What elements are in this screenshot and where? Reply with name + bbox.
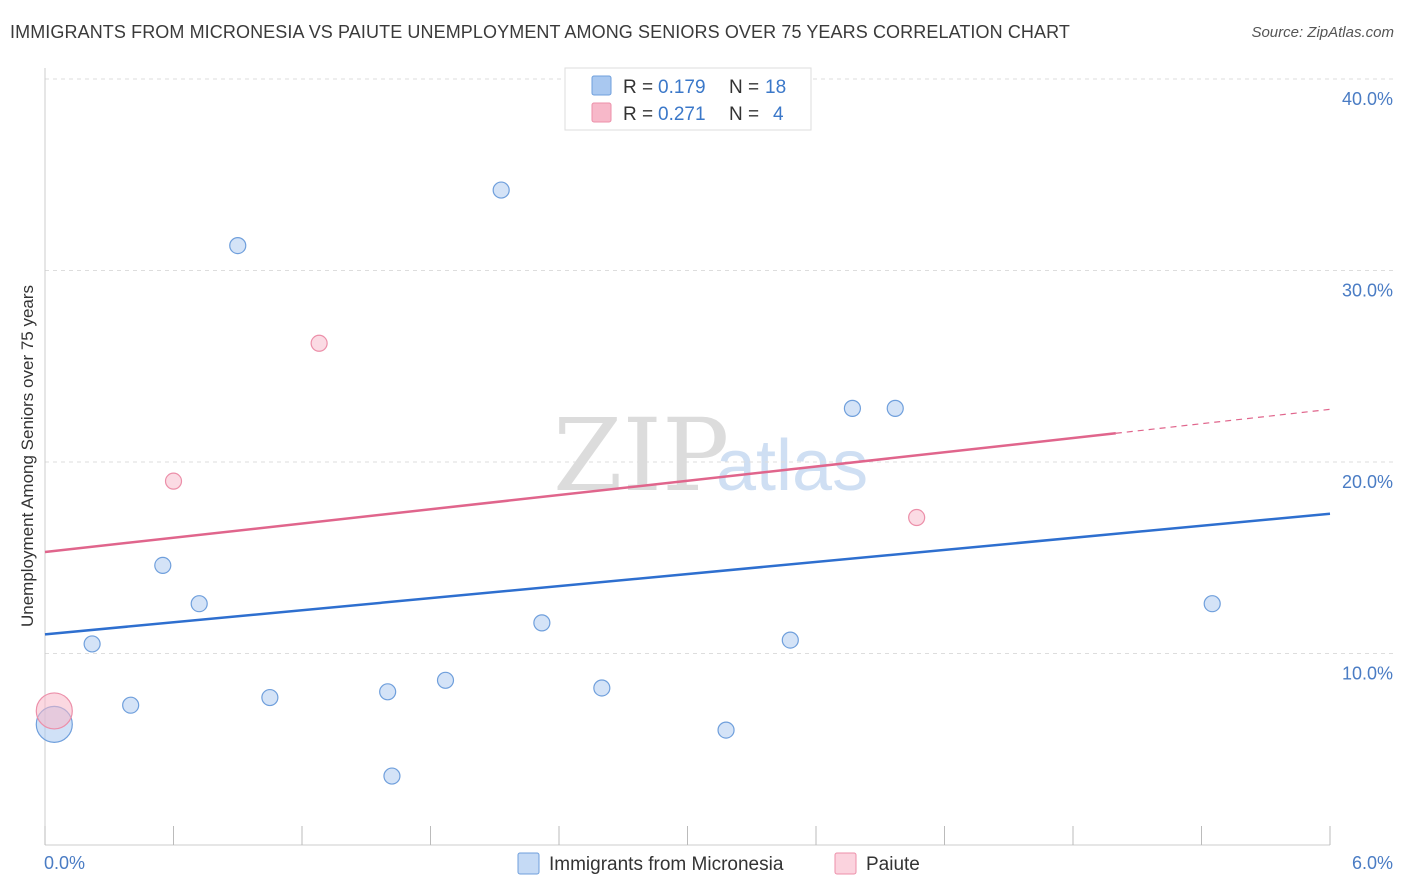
point-micronesia (492, 181, 510, 199)
legend-n-value-2: 4 (773, 104, 784, 125)
trend-line-paiute-extension (1115, 408, 1331, 434)
y-axis-label: Unemployment Among Seniors over 75 years (18, 285, 37, 627)
point-micronesia (886, 399, 904, 417)
bottom-legend-swatch-micronesia (517, 852, 540, 875)
legend-r-value-1: 0.179 (658, 77, 706, 98)
watermark-atlas: atlas (716, 426, 868, 506)
point-micronesia (843, 399, 862, 417)
trend-lines (44, 408, 1331, 636)
legend-n-value-1: 18 (765, 77, 786, 98)
y-tick-label: 10.0% (1342, 664, 1393, 684)
trend-line-paiute (44, 432, 1116, 554)
point-paiute (310, 334, 328, 352)
y-tick-labels: 10.0% 20.0% 30.0% 40.0% (1342, 89, 1393, 684)
legend-swatch-paiute (591, 102, 612, 123)
data-points (35, 181, 1221, 785)
point-micronesia (154, 556, 172, 575)
point-micronesia (1203, 595, 1221, 613)
point-micronesia (122, 696, 140, 714)
trend-line-micronesia (44, 512, 1331, 636)
grid-lines (45, 78, 1393, 654)
x-tick-label-max: 6.0% (1352, 853, 1393, 873)
point-paiute (164, 472, 183, 490)
point-paiute (35, 692, 73, 730)
legend: R = 0.179 N = 18 R = 0.271 N = 4 (564, 67, 812, 131)
point-micronesia (190, 595, 208, 613)
axes (44, 68, 1331, 846)
point-micronesia (379, 683, 397, 701)
point-micronesia (533, 614, 551, 632)
point-micronesia (593, 679, 611, 697)
point-paiute (908, 508, 926, 527)
y-tick-label: 20.0% (1342, 472, 1393, 492)
legend-n-label-2: N = (729, 104, 759, 125)
legend-r-value-2: 0.271 (658, 104, 706, 125)
point-micronesia (436, 671, 455, 689)
legend-n-label-1: N = (729, 77, 759, 98)
point-micronesia (83, 635, 101, 653)
source-label: Source: ZipAtlas.com (1251, 24, 1394, 41)
legend-r-label-2: R = (623, 104, 653, 125)
bottom-legend-swatch-paiute (834, 852, 857, 875)
point-micronesia (261, 688, 279, 707)
legend-r-label-1: R = (623, 77, 653, 98)
point-micronesia (383, 767, 401, 785)
bottom-legend-label-paiute: Paiute (866, 854, 920, 875)
bottom-legend-label-micronesia: Immigrants from Micronesia (549, 854, 784, 875)
point-micronesia (717, 721, 735, 739)
watermark-zip: ZIP (553, 397, 729, 514)
bottom-legend: Immigrants from Micronesia Paiute (517, 852, 920, 875)
point-micronesia (229, 237, 247, 255)
y-tick-label: 30.0% (1342, 281, 1393, 301)
y-tick-label: 40.0% (1342, 89, 1393, 109)
chart-title: IMMIGRANTS FROM MICRONESIA VS PAIUTE UNE… (10, 22, 1071, 42)
x-tick-label-min: 0.0% (44, 853, 85, 873)
legend-swatch-micronesia (591, 75, 612, 96)
point-micronesia (781, 631, 799, 649)
